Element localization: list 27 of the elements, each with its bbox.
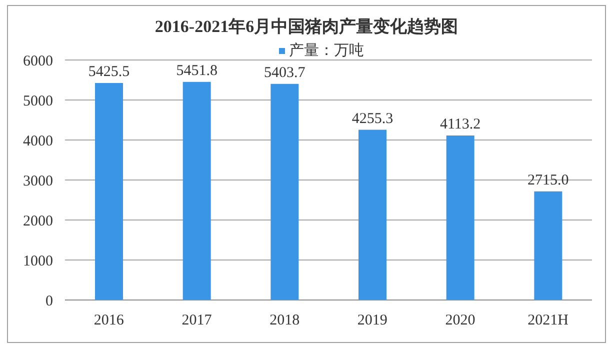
- bar: [95, 82, 123, 300]
- y-tick-label: 0: [46, 293, 53, 310]
- legend-label: 产量：万吨: [289, 42, 364, 60]
- bar: [358, 130, 386, 300]
- x-tick-label: 2017: [182, 312, 212, 329]
- bar: [182, 82, 211, 300]
- chart-title: 2016-2021年6月中国猪肉产量变化趋势图: [154, 16, 460, 38]
- x-tick-label: 2020: [445, 312, 476, 329]
- x-tick-label: 2018: [270, 312, 300, 329]
- y-tick-label: 5000: [23, 93, 53, 110]
- y-tick-label: 3000: [23, 173, 53, 190]
- bar: [446, 135, 474, 300]
- bar: [534, 191, 562, 300]
- x-tick-label: 2016: [94, 312, 124, 329]
- y-tick-label: 4000: [23, 133, 53, 150]
- x-tick-label: 2021H: [528, 312, 569, 329]
- data-label: 5403.7: [264, 64, 306, 81]
- data-label: 4113.2: [440, 116, 481, 132]
- y-tick-label: 2000: [23, 213, 53, 230]
- x-tick-label: 2019: [357, 312, 388, 329]
- data-label: 4255.3: [352, 110, 394, 127]
- data-label: 5451.8: [176, 62, 218, 79]
- y-tick-label: 1000: [23, 253, 53, 270]
- y-tick-label: 6000: [23, 53, 53, 70]
- bar: [270, 84, 299, 300]
- data-label: 5425.5: [88, 64, 130, 80]
- data-label: 2715.0: [528, 172, 569, 188]
